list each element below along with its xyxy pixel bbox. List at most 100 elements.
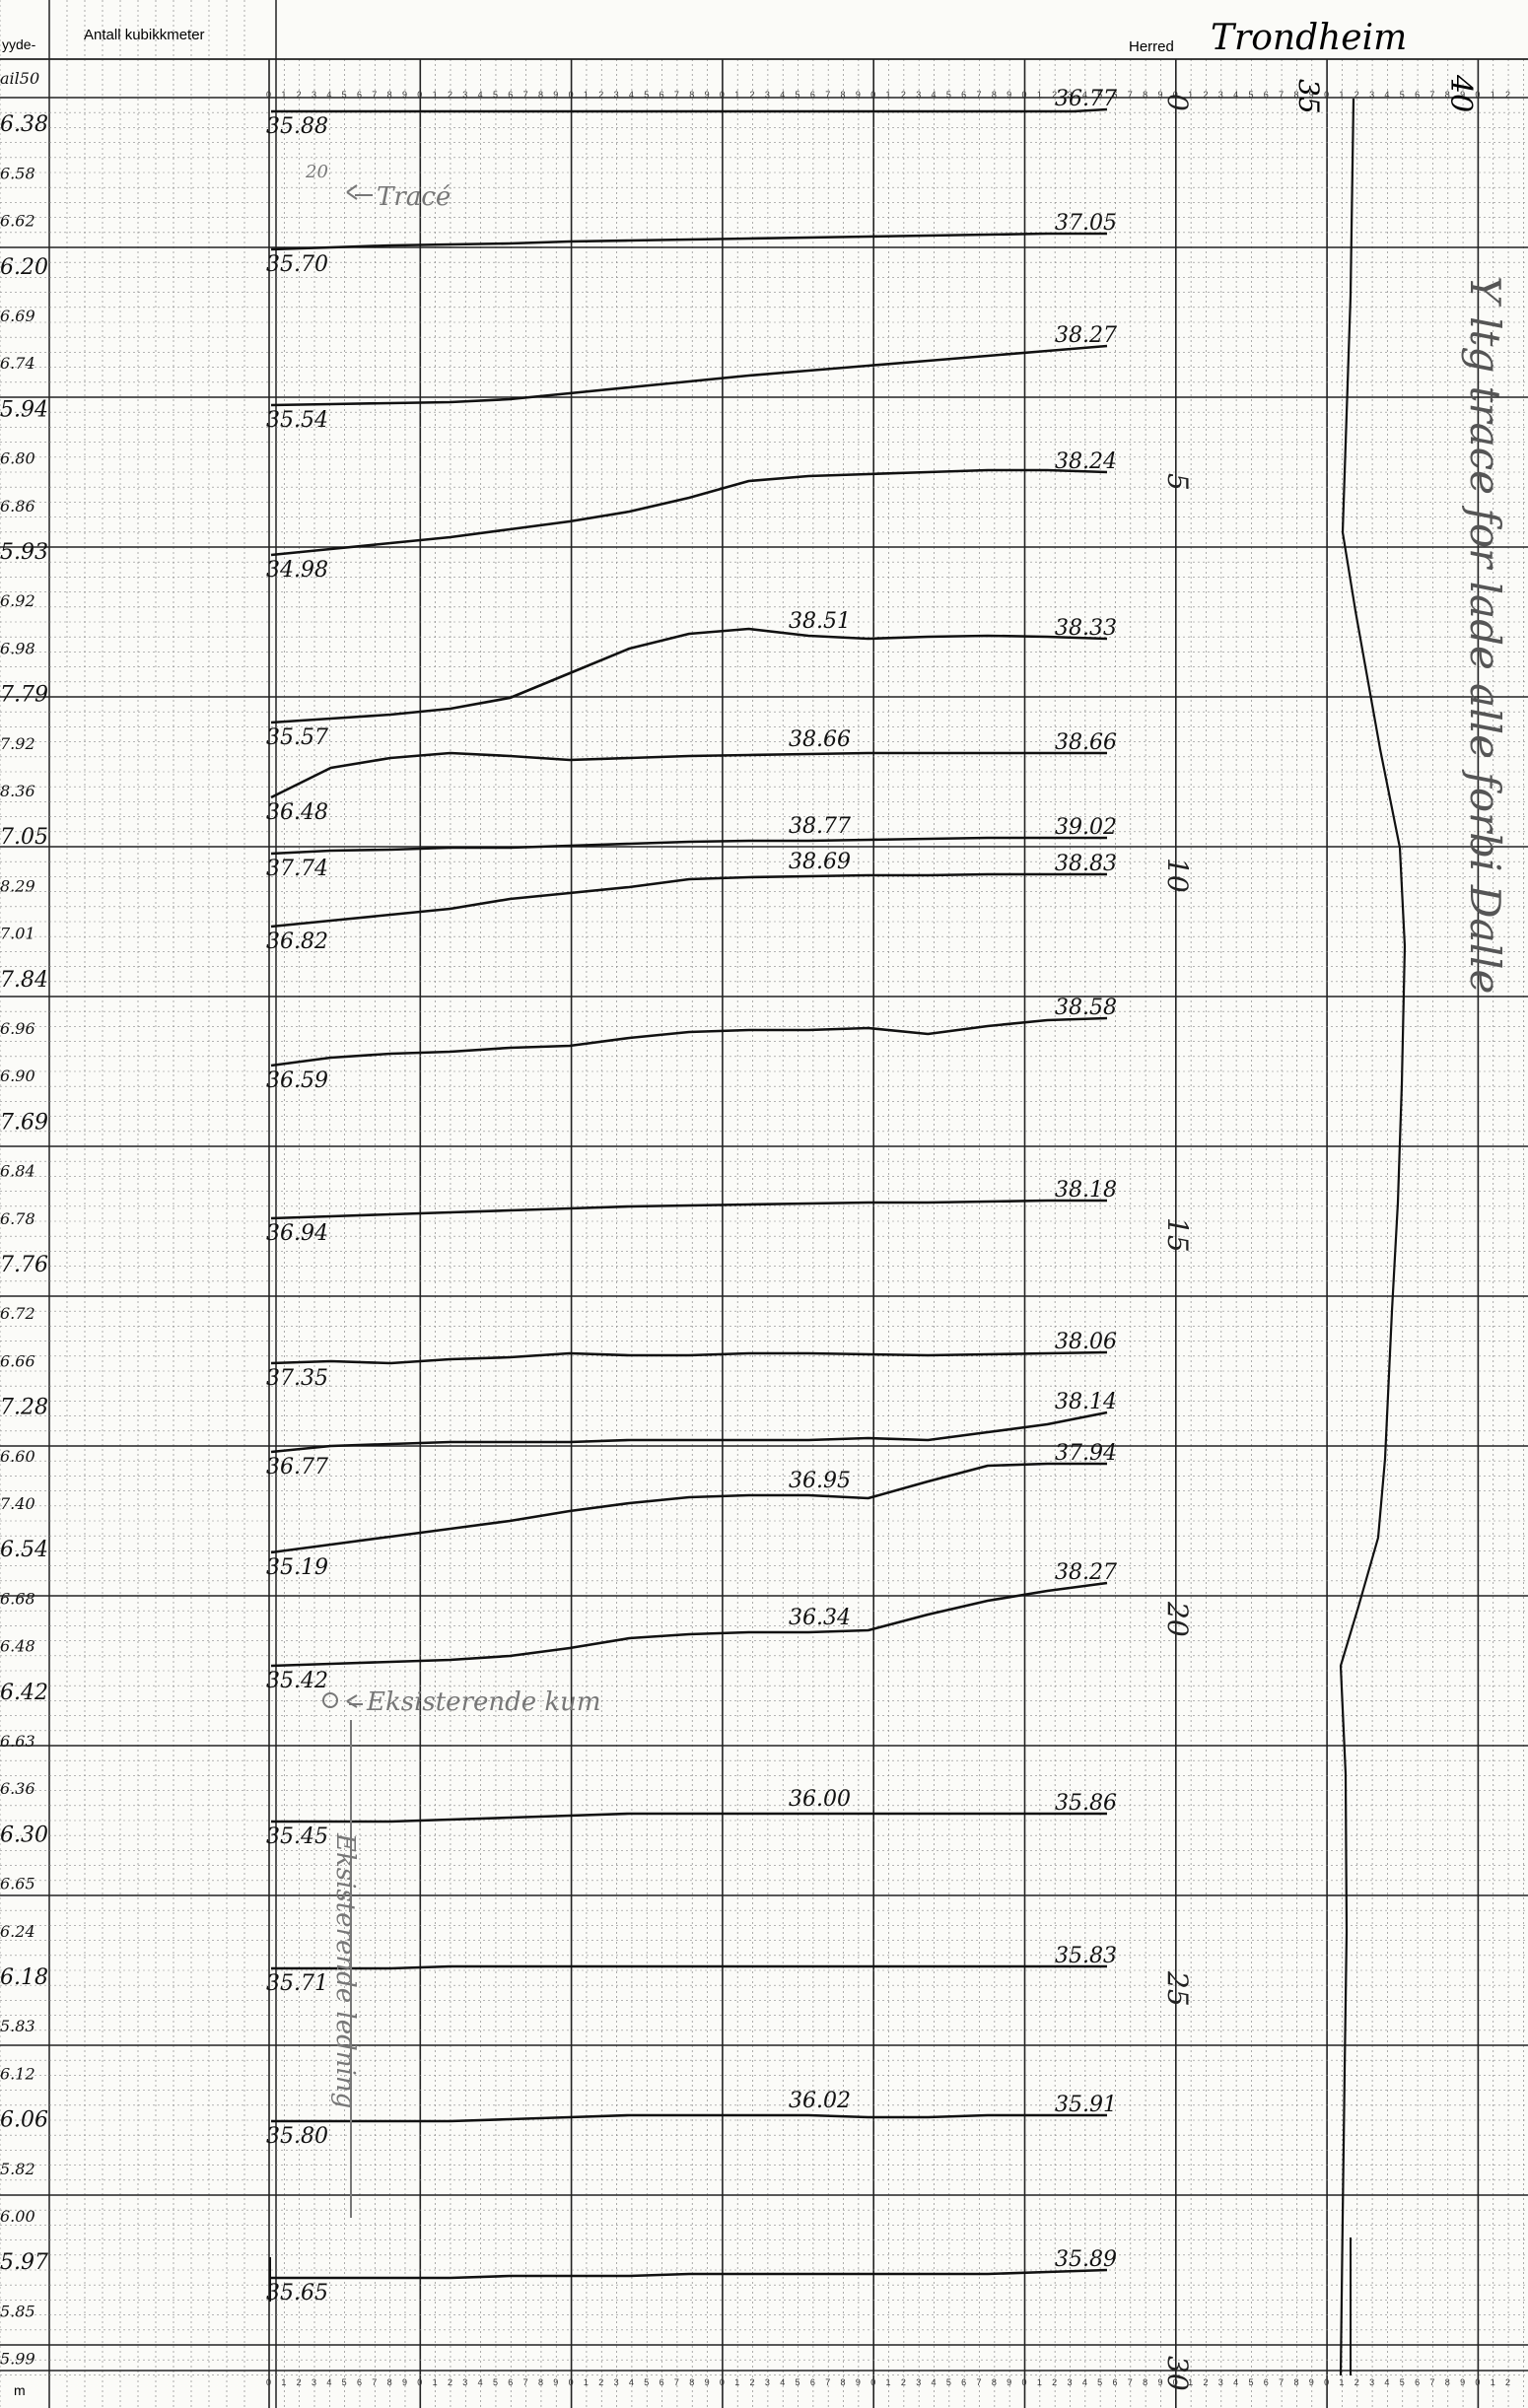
bottom-scale-tick-label: 8 [992, 2377, 997, 2387]
left-column-value: 8.29 [0, 876, 35, 895]
bottom-scale-tick-label: 0 [1022, 2377, 1027, 2387]
top-scale-tick-label: 3 [312, 90, 316, 100]
left-column-value: 7.76 [0, 1253, 48, 1277]
ground-profile-line [270, 468, 1108, 557]
top-scale-tick-label: 8 [538, 90, 543, 100]
profile-start-elevation: 36.82 [266, 929, 328, 954]
left-column-value: 7.84 [0, 968, 48, 993]
bottom-scale-tick-label: 9 [1157, 2377, 1162, 2387]
profile-end-elevation: 38.33 [1055, 616, 1117, 641]
profile-start-elevation: 35.88 [266, 114, 328, 139]
bottom-scale-tick-label: 2 [598, 2377, 603, 2387]
profile-start-elevation: 35.45 [266, 1824, 328, 1849]
left-column-value: 6.66 [0, 1351, 35, 1370]
profile-lines: 35.88 36.77 35.70 37.05 35.54 38.27 34.98 38.24… [266, 87, 1117, 2305]
bottom-scale-tick-label: 4 [1082, 2377, 1087, 2387]
left-column-value: 6.84 [0, 1162, 35, 1181]
bottom-scale-tick-label: 1 [1188, 2377, 1193, 2387]
profile-start-elevation: 35.57 [266, 725, 328, 750]
top-scale-tick-label: 3 [1218, 90, 1223, 100]
top-scale-tick-label: 3 [614, 90, 619, 100]
left-column-value: 6.38 [0, 112, 48, 137]
left-column-value: 5.93 [0, 540, 48, 565]
left-column-value: 6.62 [0, 212, 35, 231]
bottom-scale-tick-label: 7 [1128, 2377, 1133, 2387]
station-number: 25 [1161, 1970, 1194, 2007]
top-scale-tick-label: 5 [644, 90, 649, 100]
top-scale-tick-label: 9 [1460, 90, 1465, 100]
profile-end-elevation: 38.58 [1055, 996, 1117, 1020]
profile-end-elevation: 37.05 [1055, 211, 1117, 236]
profile-start-elevation: 35.54 [266, 408, 328, 433]
bottom-scale-tick-label: 8 [538, 2377, 543, 2387]
ground-profile-line [270, 1016, 1108, 1067]
profile-end-elevation: 38.66 [1055, 730, 1117, 755]
top-scale-tick-label: 6 [810, 90, 815, 100]
left-column-value: 6.78 [0, 1209, 35, 1228]
manhole-label: Eksisterende kum [366, 1687, 601, 1717]
left-column-value: 5.85 [0, 2302, 35, 2320]
bottom-scale-tick-label: 9 [1007, 2377, 1011, 2387]
bottom-scale-tick-label: 3 [916, 2377, 921, 2387]
profile-end-elevation: 39.02 [1055, 815, 1117, 840]
top-scale-tick-label: 7 [825, 90, 830, 100]
left-column-value: 6.96 [0, 1019, 35, 1038]
left-column-value: 6.60 [0, 1447, 35, 1466]
top-scale-tick-label: 7 [372, 90, 377, 100]
top-scale-tick-label: 0 [1173, 90, 1178, 100]
station-number: 0 [1161, 94, 1194, 111]
bottom-scale-tick-label: 5 [1400, 2377, 1405, 2387]
left-column-value: 7.69 [0, 1110, 48, 1135]
top-scale-tick-label: 0 [417, 90, 422, 100]
top-scale-tick-label: 4 [1233, 90, 1238, 100]
profile-end-elevation: 38.27 [1055, 323, 1117, 348]
top-scale-tick-label: 0 [870, 90, 875, 100]
station-number: 5 [1161, 473, 1194, 491]
unit-label: m [14, 2382, 26, 2398]
ground-profile-line [271, 1812, 1107, 1823]
left-column-value: 6.98 [0, 639, 35, 657]
left-column-value: 6.74 [0, 354, 35, 373]
left-column-value: 5.94 [0, 397, 48, 422]
left-column-value: 6.72 [0, 1304, 35, 1323]
top-scale-tick-label: 1 [1491, 90, 1495, 100]
bottom-scale-tick-label: 4 [629, 2377, 634, 2387]
volume-column-label: Antall kubikkmeter [84, 27, 205, 43]
left-column-value: 6.36 [0, 1779, 35, 1798]
bottom-scale-tick-label: 4 [1233, 2377, 1238, 2387]
profile-end-elevation: 35.89 [1055, 2247, 1117, 2272]
bottom-scale-tick-label: 2 [1052, 2377, 1057, 2387]
top-scale-tick-label: 9 [553, 90, 558, 100]
top-scale-tick-label: 3 [916, 90, 921, 100]
top-scale-tick-label: 5 [342, 90, 347, 100]
bottom-scale-tick-label: 6 [508, 2377, 513, 2387]
bottom-scale-tick-label: 3 [1369, 2377, 1374, 2387]
left-column-value: 6.86 [0, 497, 35, 516]
top-scale-tick-label: 4 [478, 90, 483, 100]
bottom-scale-tick-label: 5 [1097, 2377, 1102, 2387]
top-scale-tick-label: 5 [493, 90, 498, 100]
bottom-scale-tick-label: 8 [1293, 2377, 1298, 2387]
profile-end-elevation: 38.14 [1055, 1390, 1117, 1414]
top-scale-tick-label: 3 [1067, 90, 1072, 100]
top-scale-tick-label: 0 [1022, 90, 1027, 100]
bottom-scale-tick-label: 1 [886, 2377, 891, 2387]
pipe-label: Eksisterende ledning [330, 1832, 360, 2108]
bottom-scale-tick-label: 6 [357, 2377, 362, 2387]
top-scale-tick-label: 9 [856, 90, 861, 100]
trace-depth-label: 20 [305, 162, 328, 182]
top-scale-tick-label: 4 [932, 90, 937, 100]
left-column-value: 6.18 [0, 1965, 48, 1990]
bottom-scale-tick-label: 4 [1384, 2377, 1389, 2387]
bottom-scale-tick-label: 5 [342, 2377, 347, 2387]
top-scale-tick-label: 5 [1248, 90, 1253, 100]
left-column-value: 5.83 [0, 2017, 35, 2035]
bottom-scale-tick-label: 7 [977, 2377, 982, 2387]
bottom-scale-tick-label: 6 [1264, 2377, 1269, 2387]
ground-profile-line [270, 872, 1107, 929]
left-column-value: 5.97 [0, 2250, 48, 2275]
bottom-scale-tick-label: 0 [417, 2377, 422, 2387]
left-column-value: 6.42 [0, 1681, 48, 1705]
